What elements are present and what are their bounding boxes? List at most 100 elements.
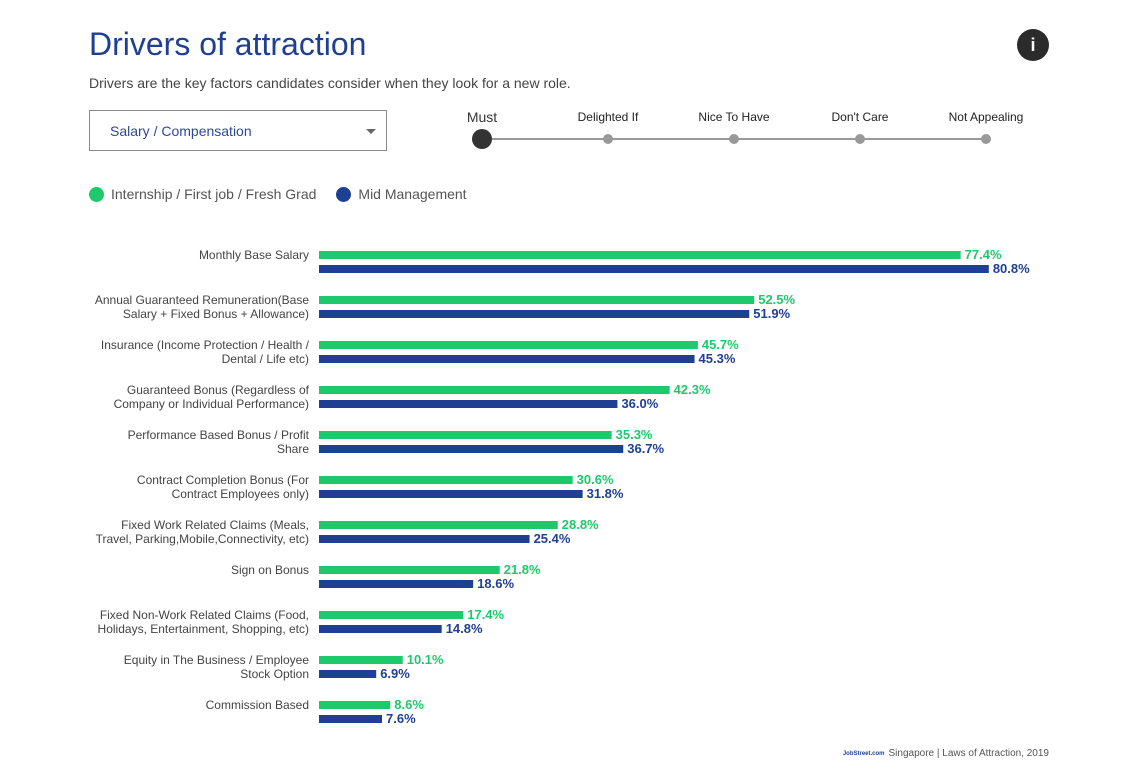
- slider-stop-delighted-if[interactable]: Delighted If: [548, 108, 668, 144]
- data-label: 8.6%: [394, 697, 424, 712]
- bar-fresh-grad: [319, 611, 464, 619]
- bar-fresh-grad: [319, 386, 670, 394]
- legend-swatch: [89, 186, 104, 202]
- data-label: 7.6%: [386, 711, 416, 726]
- legend-swatch: [336, 186, 352, 202]
- bar-mid-management: [319, 535, 530, 543]
- category-dropdown[interactable]: Salary / Compensation: [89, 110, 387, 151]
- data-label: 36.7%: [627, 441, 664, 456]
- bar-fresh-grad: [319, 251, 961, 259]
- slider-stop-label: Delighted If: [577, 110, 639, 124]
- bar-mid-management: [319, 355, 695, 363]
- category-label: Commission Based: [206, 698, 309, 712]
- bar-mid-management: [319, 625, 442, 633]
- attraction-level-slider[interactable]: Must Delighted If Nice To Have Don't Car…: [462, 108, 1042, 158]
- data-label: 18.6%: [477, 576, 514, 591]
- category-label: Equity in The Business / Employee Stock O…: [124, 653, 310, 681]
- category-label-line: Performance Based Bonus / Profit: [128, 428, 310, 442]
- slider-stop-must[interactable]: Must: [422, 108, 542, 149]
- bar-mid-management: [319, 580, 474, 588]
- data-label: 28.8%: [562, 517, 599, 532]
- chart-legend: Internship / First job / Fresh Grad Mid …: [89, 186, 487, 202]
- source-text: Singapore | Laws of Attraction, 2019: [888, 748, 1049, 759]
- category-label: Annual Guaranteed Remuneration(Base Salar…: [95, 293, 309, 321]
- category-label: Insurance (Income Protection / Health / D…: [101, 338, 310, 366]
- data-label: 6.9%: [380, 666, 410, 681]
- data-label: 51.9%: [753, 306, 790, 321]
- category-label: Sign on Bonus: [231, 563, 309, 577]
- category-label-line: Sign on Bonus: [231, 563, 309, 577]
- category-label-line: Fixed Work Related Claims (Meals,: [121, 518, 309, 532]
- category-label-line: Insurance (Income Protection / Health /: [101, 338, 310, 352]
- bar-fresh-grad: [319, 476, 573, 484]
- category-label: Guaranteed Bonus (Regardless of Company o…: [114, 383, 310, 411]
- data-label: 45.7%: [702, 337, 739, 352]
- bar-fresh-grad: [319, 296, 755, 304]
- slider-dot[interactable]: [981, 134, 991, 144]
- category-label-line: Equity in The Business / Employee: [124, 653, 310, 667]
- category-label-line: Stock Option: [240, 667, 309, 681]
- slider-stop-label: Nice To Have: [698, 110, 770, 124]
- category-label-line: Commission Based: [206, 698, 309, 712]
- page-title: Drivers of attraction: [89, 26, 367, 62]
- bar-mid-management: [319, 670, 377, 678]
- slider-stop-not-appealing[interactable]: Not Appealing: [926, 108, 1046, 144]
- category-label-line: Dental / Life etc): [222, 352, 309, 366]
- data-label: 21.8%: [504, 562, 541, 577]
- bar-fresh-grad: [319, 341, 698, 349]
- category-label-line: Contract Employees only): [172, 487, 309, 501]
- category-label: Performance Based Bonus / Profit Share: [128, 428, 310, 456]
- chevron-down-icon: [366, 129, 376, 134]
- bar-fresh-grad: [319, 656, 403, 664]
- info-icon-glyph: i: [1030, 35, 1036, 55]
- data-label: 30.6%: [577, 472, 614, 487]
- bar-chart: Monthly Base Salary 77.4%80.8% Annual Guar…: [95, 247, 1030, 726]
- bar-fresh-grad: [319, 431, 612, 439]
- footer-source: JobStreet.com Singapore | Laws of Attrac…: [843, 748, 1049, 759]
- bar-fresh-grad: [319, 521, 558, 529]
- data-label: 10.1%: [407, 652, 444, 667]
- category-label-line: Annual Guaranteed Remuneration(Base: [95, 293, 309, 307]
- page-subtitle: Drivers are the key factors candidates c…: [89, 75, 571, 91]
- category-label: Monthly Base Salary: [199, 248, 309, 262]
- bar-mid-management: [319, 400, 618, 408]
- slider-stop-label: Don't Care: [831, 110, 889, 124]
- category-label-line: Salary + Fixed Bonus + Allowance): [123, 307, 309, 321]
- bar-mid-management: [319, 445, 624, 453]
- data-label: 52.5%: [758, 292, 795, 307]
- slider-dot[interactable]: [729, 134, 739, 144]
- category-label: Contract Completion Bonus (For Contract E…: [137, 473, 309, 501]
- legend-item-fresh-grad[interactable]: Internship / First job / Fresh Grad: [89, 186, 316, 202]
- category-label-line: Monthly Base Salary: [199, 248, 309, 262]
- category-label: Fixed Non-Work Related Claims (Food, Holi…: [98, 608, 309, 636]
- slider-dot[interactable]: [603, 134, 613, 144]
- slider-stop-dont-care[interactable]: Don't Care: [800, 108, 920, 144]
- slider-stop-nice-to-have[interactable]: Nice To Have: [674, 108, 794, 144]
- data-label: 35.3%: [616, 427, 653, 442]
- slider-stop-label: Must: [466, 109, 498, 125]
- data-label: 17.4%: [467, 607, 504, 622]
- category-label-line: Fixed Non-Work Related Claims (Food,: [100, 608, 309, 622]
- bar-mid-management: [319, 265, 989, 273]
- slider-handle[interactable]: [472, 129, 492, 149]
- category-label-line: Guaranteed Bonus (Regardless of: [127, 383, 310, 397]
- category-label-line: Holidays, Entertainment, Shopping, etc): [98, 622, 309, 636]
- category-label-line: Share: [277, 442, 309, 456]
- data-label: 77.4%: [965, 247, 1002, 262]
- bar-mid-management: [319, 715, 383, 723]
- bar-fresh-grad: [319, 701, 391, 709]
- jobstreet-logo: JobStreet.com: [842, 750, 885, 757]
- data-label: 31.8%: [587, 486, 624, 501]
- bar-fresh-grad: [319, 566, 500, 574]
- data-label: 45.3%: [699, 351, 736, 366]
- legend-label: Internship / First job / Fresh Grad: [111, 186, 317, 202]
- category-label-line: Travel, Parking,Mobile,Connectivity, etc…: [96, 532, 309, 546]
- slider-dot[interactable]: [855, 134, 865, 144]
- legend-item-mid-management[interactable]: Mid Management: [336, 186, 467, 202]
- slider-stop-label: Not Appealing: [948, 110, 1024, 124]
- data-label: 14.8%: [446, 621, 483, 636]
- bar-mid-management: [319, 490, 583, 498]
- info-icon[interactable]: i: [1017, 29, 1049, 61]
- bar-mid-management: [319, 310, 750, 318]
- data-label: 25.4%: [534, 531, 571, 546]
